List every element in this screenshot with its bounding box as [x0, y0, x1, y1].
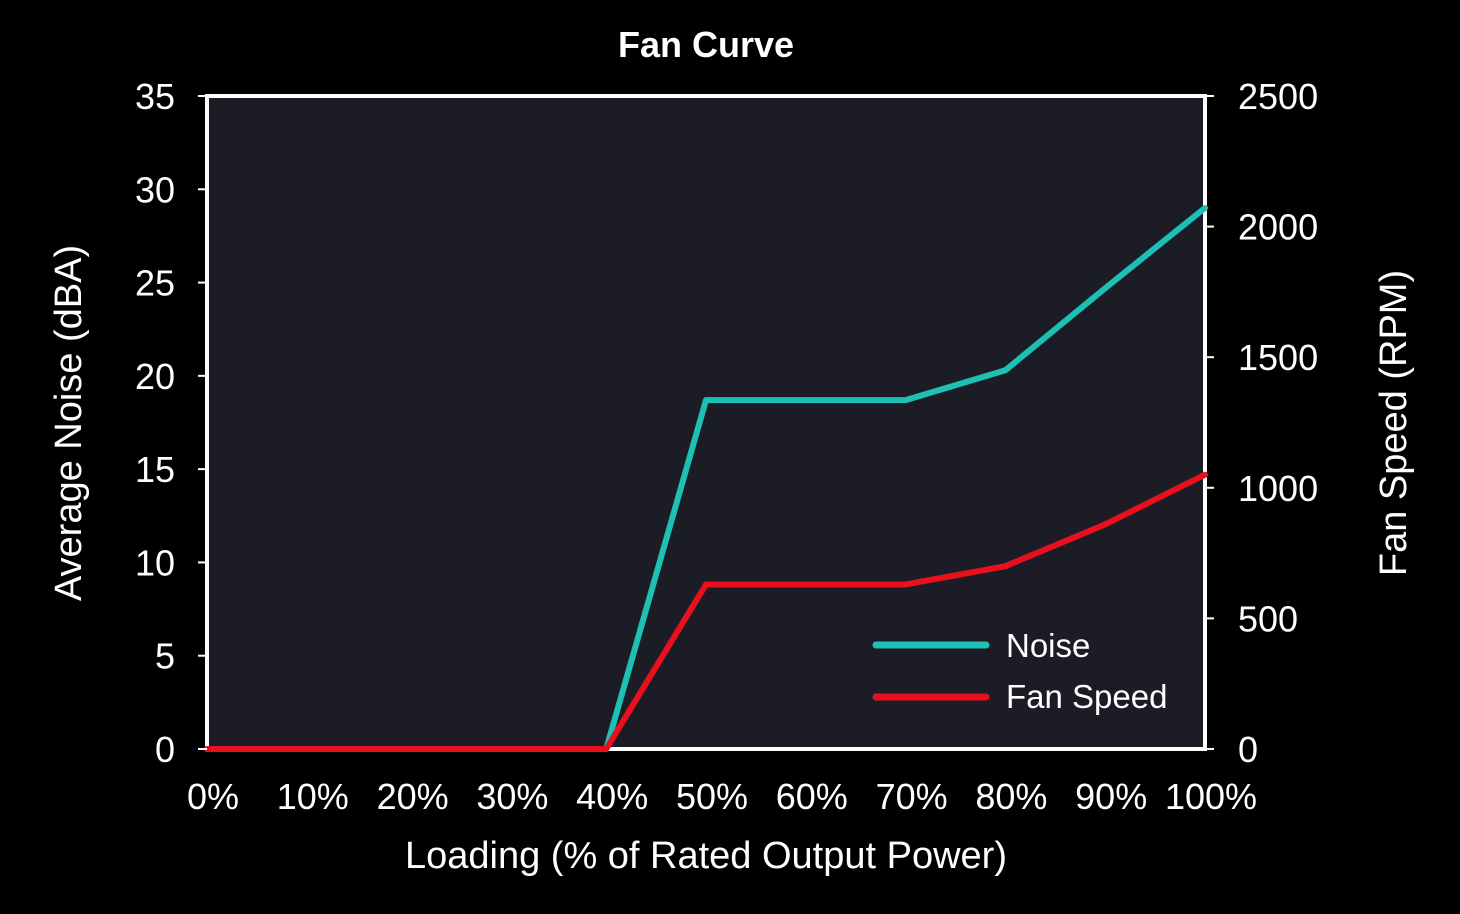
right-tick-label: 2000 — [1238, 207, 1318, 248]
x-tick-label: 50% — [676, 776, 748, 817]
x-axis-ticks: 0% 10% 20% 30% 40% 50% 60% 70% 80% 90% 100% — [187, 776, 1257, 817]
series-lines — [204, 204, 1208, 752]
x-tick-label: 40% — [576, 776, 648, 817]
x-tick-label: 20% — [377, 776, 449, 817]
left-tick-label: 0 — [155, 729, 175, 770]
x-tick-label: 0% — [187, 776, 239, 817]
right-axis-ticks: 0 500 1000 1500 2000 2500 — [1205, 76, 1318, 770]
x-tick-label: 10% — [277, 776, 349, 817]
y-axis-label: Average Noise (dBA) — [48, 245, 90, 601]
plot-area — [205, 94, 1207, 751]
x-tick-label: 90% — [1075, 776, 1147, 817]
y2-axis-label: Fan Speed (RPM) — [1373, 270, 1415, 576]
right-tick-label: 1000 — [1238, 468, 1318, 509]
x-tick-label: 80% — [975, 776, 1047, 817]
right-tick-label: 0 — [1238, 729, 1258, 770]
left-tick-label: 15 — [135, 449, 175, 490]
legend: Noise Fan Speed — [872, 627, 1167, 715]
x-tick-label: 100% — [1165, 776, 1257, 817]
x-axis-label: Loading (% of Rated Output Power) — [405, 835, 1007, 877]
x-tick-label: 70% — [876, 776, 948, 817]
left-tick-label: 25 — [135, 263, 175, 304]
left-axis-ticks: 0 5 10 15 20 25 30 35 — [135, 76, 207, 770]
left-tick-label: 5 — [155, 636, 175, 677]
chart-title: Fan Curve — [618, 24, 794, 65]
right-tick-label: 2500 — [1238, 76, 1318, 117]
x-tick-label: 60% — [776, 776, 848, 817]
x-tick-label: 30% — [476, 776, 548, 817]
left-tick-label: 10 — [135, 542, 175, 583]
legend-label-fan-speed: Fan Speed — [1006, 678, 1167, 715]
left-tick-label: 35 — [135, 76, 175, 117]
right-tick-label: 1500 — [1238, 337, 1318, 378]
right-tick-label: 500 — [1238, 598, 1298, 639]
left-tick-label: 30 — [135, 169, 175, 210]
left-tick-label: 20 — [135, 356, 175, 397]
legend-label-noise: Noise — [1006, 627, 1090, 664]
